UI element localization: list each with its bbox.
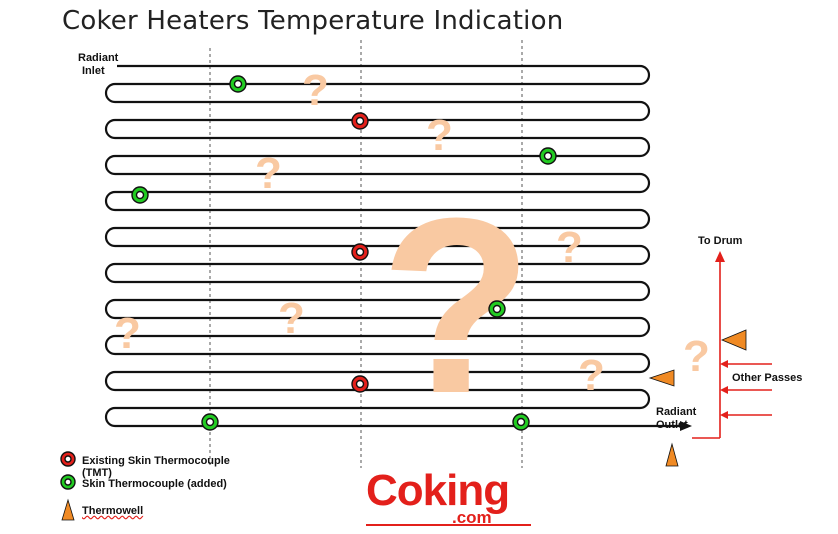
thermowell-outlet-icon: [665, 442, 679, 467]
added-thermocouple-icon: [131, 186, 149, 204]
radiant-inlet-label-line-2: Inlet: [82, 65, 105, 77]
other-passes-label: Other Passes: [732, 372, 803, 384]
legend-thermowell-label: Thermowell: [82, 505, 144, 517]
added-thermocouple-icon: [488, 300, 506, 318]
coking-logo: Coking .com: [366, 466, 536, 528]
question-mark: ?: [255, 149, 282, 198]
radiant-outlet-label: Radiant Outlet: [656, 406, 696, 432]
flow-lines: [692, 251, 772, 439]
added-thermocouple-icon: [512, 413, 530, 431]
question-mark: ?: [278, 294, 305, 343]
legend-icons: [60, 451, 76, 521]
other-pass-arrow-2-icon: [720, 386, 728, 394]
thermowell-header-icon: [720, 329, 747, 351]
legend-existing-tmt-icon: [60, 451, 76, 467]
logo-sub-text: .com: [452, 508, 492, 527]
existing-thermocouple-icon: [351, 375, 369, 393]
outlet-arrow-icon: [680, 421, 692, 431]
legend-added-tc-icon: [60, 474, 76, 490]
radiant-inlet-label: Radiant Inlet: [78, 52, 118, 78]
existing-thermocouples: [351, 112, 369, 393]
question-mark-large: ?: [380, 166, 533, 445]
question-marks: ? ? ? ? ? ? ? ? ?: [114, 66, 710, 445]
radiant-outlet-label-line-1: Radiant: [656, 406, 697, 418]
legend-existing-tmt-line-2: (TMT): [82, 467, 112, 479]
radiant-inlet-label-line-1: Radiant: [78, 52, 119, 64]
question-mark: ?: [578, 351, 605, 400]
added-thermocouple-icon: [539, 147, 557, 165]
other-pass-arrow-3-icon: [720, 411, 728, 419]
question-mark: ?: [556, 223, 583, 272]
legend-added-tc-label: Skin Thermocouple (added): [82, 478, 227, 490]
added-thermocouple-icon: [201, 413, 219, 431]
legend-thermowell-icon: [61, 498, 75, 521]
existing-thermocouple-icon: [351, 243, 369, 261]
added-thermocouples: [131, 75, 557, 431]
reference-lines: [209, 40, 523, 468]
existing-thermocouple-icon: [351, 112, 369, 130]
question-mark: ?: [683, 332, 710, 381]
legend-existing-tmt-label: Existing Skin Thermocouple (TMT): [82, 455, 230, 479]
radiant-coil: [104, 64, 680, 428]
other-pass-arrow-1-icon: [720, 360, 728, 368]
question-mark: ?: [114, 309, 141, 358]
added-thermocouple-icon: [229, 75, 247, 93]
question-mark: ?: [426, 111, 453, 160]
to-drum-label: To Drum: [698, 235, 743, 247]
page-title: Coker Heaters Temperature Indication: [62, 6, 564, 36]
radiant-outlet-label-line-2: Outlet: [656, 419, 688, 431]
to-drum-arrow-icon: [715, 251, 725, 262]
logo-underline: [366, 524, 531, 526]
question-mark: ?: [302, 66, 329, 115]
logo-main-text: Coking: [366, 466, 510, 515]
thermowell-coil-icon: [648, 369, 675, 387]
legend-existing-tmt-line-1: Existing Skin Thermocouple: [82, 455, 230, 467]
